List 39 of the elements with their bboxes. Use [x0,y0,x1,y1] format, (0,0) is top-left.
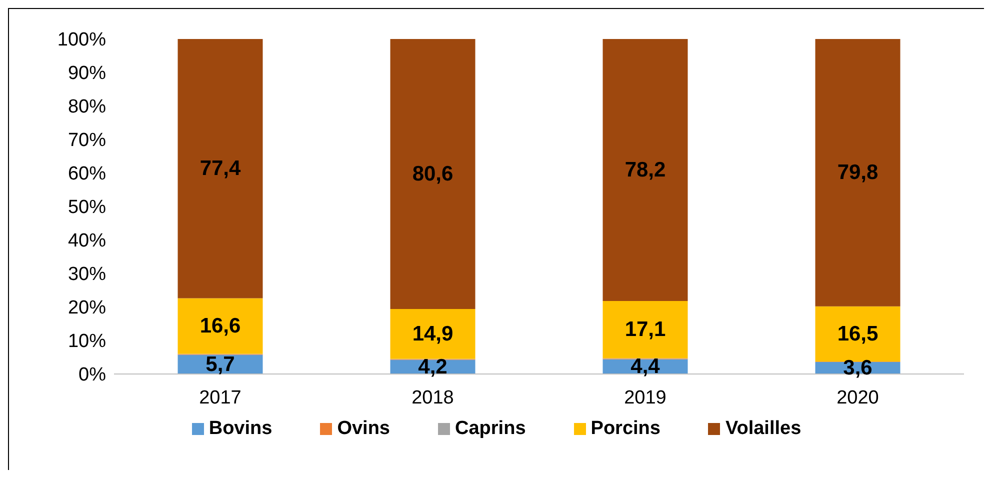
data-label: 3,6 [843,356,872,380]
y-tick-label: 60% [68,164,106,185]
bar [602,39,688,301]
x-tick-label: 2017 [199,387,242,408]
bar [602,300,688,358]
y-tick-label: 40% [68,230,106,252]
data-label: 14,9 [412,322,454,346]
legend-label: Caprins [455,418,526,440]
data-label: 17,1 [624,318,666,342]
legend-label: Volailles [725,418,802,440]
x-tick-label: 2018 [412,387,454,408]
y-tick-label: 100% [57,30,106,51]
data-label: 16,5 [837,322,879,346]
bar [390,39,476,310]
y-tick-label: 80% [68,96,106,118]
bar [178,298,263,354]
data-label: 5,7 [206,352,235,376]
data-label: 77,4 [200,157,242,180]
y-tick-label: 0% [78,364,106,386]
bar [815,39,900,306]
data-label: 78,2 [624,158,666,182]
data-label: 4,2 [418,355,448,378]
x-tick-label: 2020 [836,387,879,408]
legend-label: Porcins [590,418,660,440]
y-tick-label: 50% [68,197,106,218]
legend-label: Bovins [208,418,272,440]
y-tick-label: 90% [68,63,106,84]
data-label: 80,6 [412,162,454,186]
y-tick-label: 10% [68,331,106,352]
bar [178,39,263,298]
y-tick-label: 30% [68,264,106,286]
y-tick-label: 70% [68,130,106,152]
y-tick-label: 20% [68,298,106,319]
data-label: 79,8 [837,161,879,184]
x-tick-label: 2019 [624,387,666,408]
bar [390,309,476,359]
data-label: 16,6 [200,314,241,338]
data-label: 4,4 [630,355,660,378]
legend-label: Ovins [337,418,390,440]
